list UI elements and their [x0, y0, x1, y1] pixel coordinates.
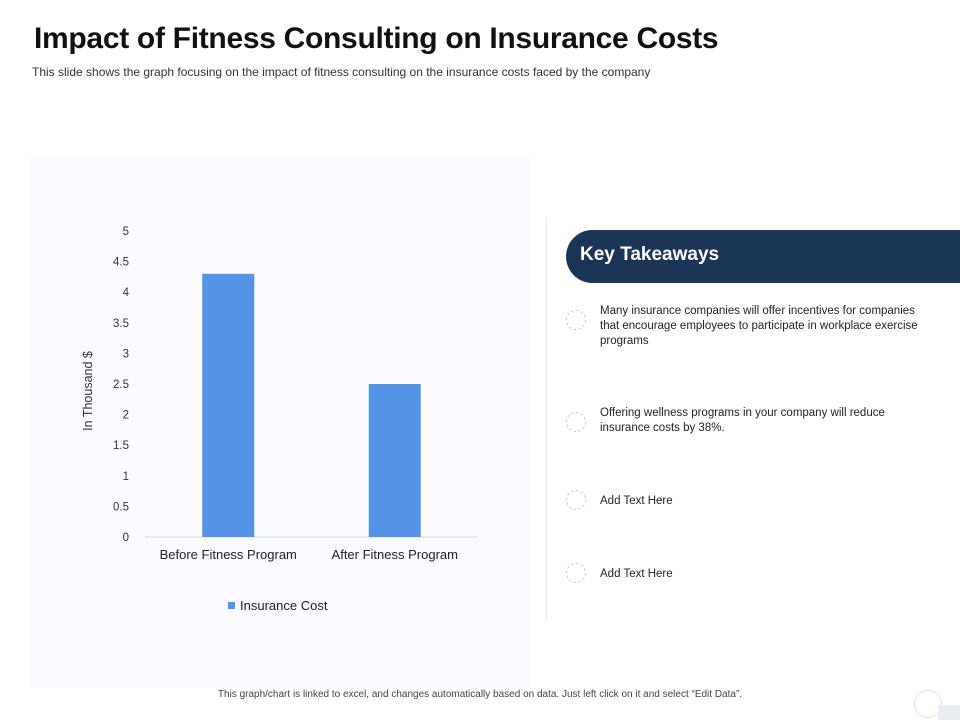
bar-chart[interactable]: 0 0.5 1 1.5 2 2.5 3 3.5 4 4.5 5 In Thousand $ Before… [30, 158, 530, 588]
takeaway-text: Many insurance companies will offer ince… [600, 305, 918, 347]
y-tick-label: 2.5 [113, 379, 129, 391]
bullet-circle-icon [566, 490, 586, 510]
x-tick-label: Before Fitness Program [160, 547, 297, 562]
legend-label: Insurance Cost [240, 598, 328, 613]
chart-panel[interactable]: 0 0.5 1 1.5 2 2.5 3 3.5 4 4.5 5 In Thousand $ Before… [30, 158, 530, 688]
bullet-circle-icon [566, 310, 586, 330]
slide-subtitle: This slide shows the graph focusing on t… [32, 65, 651, 79]
key-takeaways-heading: Key Takeaways [580, 244, 720, 265]
slide-title: Impact of Fitness Consulting on Insuranc… [34, 22, 719, 55]
key-takeaways-header: Key Takeaways [566, 230, 960, 283]
y-tick-label: 1 [123, 471, 129, 483]
corner-decoration [914, 690, 942, 718]
vertical-divider [546, 218, 547, 620]
y-tick-label: 3.5 [113, 318, 129, 330]
takeaway-text: Add Text Here [600, 568, 673, 580]
x-tick-label: After Fitness Program [332, 547, 458, 562]
bullet-circle-icon [566, 563, 586, 583]
bar [368, 384, 421, 537]
y-tick-label: 0 [123, 532, 129, 544]
footer-note: This graph/chart is linked to excel, and… [217, 689, 743, 700]
chart-legend: Insurance Cost [228, 598, 327, 613]
corner-bar-decoration [938, 705, 960, 720]
bullet-circle-icon [566, 412, 586, 432]
y-tick-label: 0.5 [113, 501, 129, 513]
y-tick-label: 4.5 [113, 257, 129, 269]
y-tick-label: 1.5 [113, 440, 129, 452]
bar [202, 273, 255, 537]
y-tick-label: 5 [123, 226, 129, 238]
y-tick-label: 4 [123, 287, 130, 299]
takeaway-text: Add Text Here [600, 495, 673, 507]
legend-swatch [228, 602, 235, 609]
takeaway-text: Offering wellness programs in your compa… [600, 407, 885, 434]
y-tick-label: 2 [123, 410, 129, 422]
y-tick-label: 3 [123, 348, 129, 360]
y-axis-label: In Thousand $ [81, 351, 95, 431]
